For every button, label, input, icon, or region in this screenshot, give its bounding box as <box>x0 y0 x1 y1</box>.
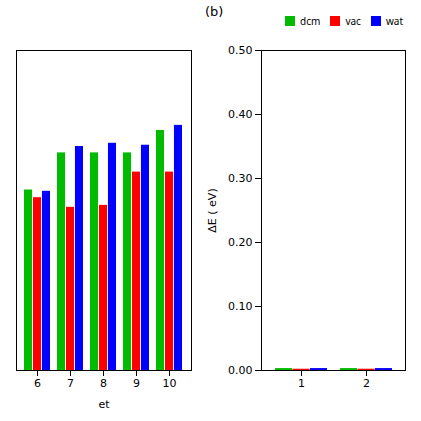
html-text:vac: vac <box>345 13 361 28</box>
svg-text:7: 7 <box>67 377 74 390</box>
svg-text:1: 1 <box>298 377 305 390</box>
svg-text:0.30: 0.30 <box>228 172 253 185</box>
svg-text:6: 6 <box>34 377 41 390</box>
svg-text:0.00: 0.00 <box>228 364 253 377</box>
svg-text:et: et <box>98 398 110 411</box>
svg-text:10: 10 <box>163 377 177 390</box>
html-text:dcm: dcm <box>300 13 321 28</box>
svg-text:0.10: 0.10 <box>228 300 253 313</box>
svg-text:0.20: 0.20 <box>228 236 253 249</box>
svg-text:0.40: 0.40 <box>228 108 253 121</box>
svg-text:2: 2 <box>363 377 370 390</box>
svg-text:8: 8 <box>100 377 107 390</box>
svg-text:0.50: 0.50 <box>228 44 253 57</box>
html-text:(b): (b) <box>205 4 224 19</box>
svg-text:9: 9 <box>133 377 140 390</box>
html-text:wat: wat <box>385 13 403 28</box>
svg-text:ΔE ( eV): ΔE ( eV) <box>206 188 219 232</box>
